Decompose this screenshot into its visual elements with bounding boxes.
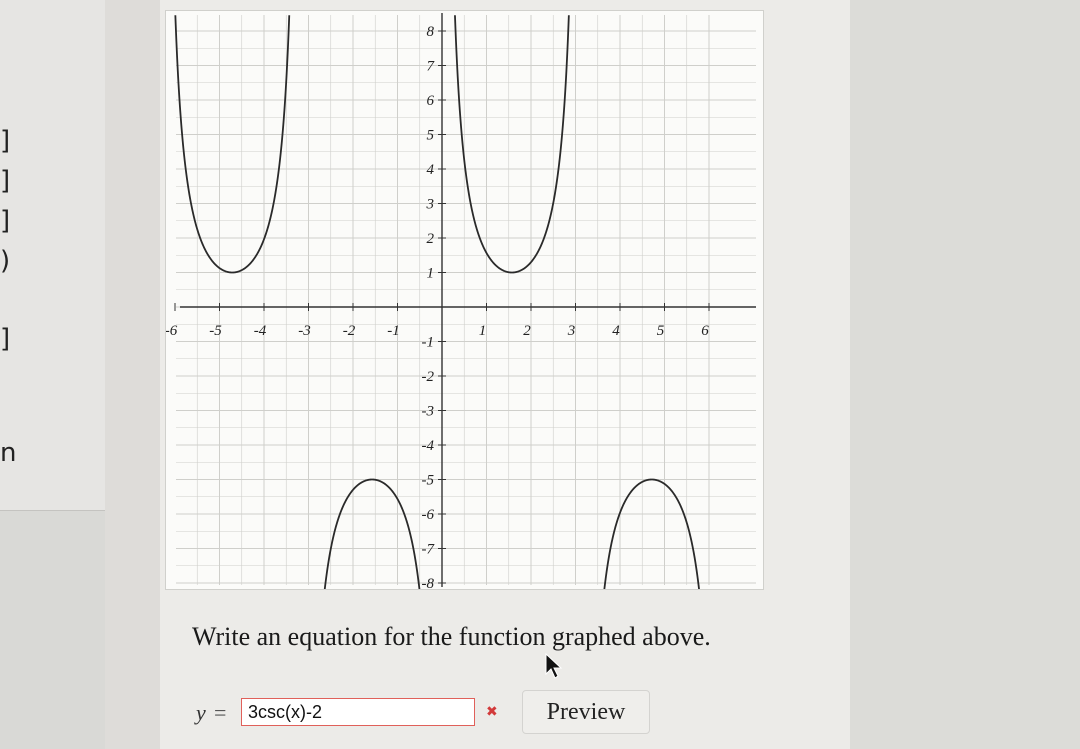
x-tick-label: -1 — [387, 323, 400, 339]
x-axis-ticks: -6 -5 -4 -3 -2 -1 1 2 3 4 5 6 — [166, 303, 710, 339]
sidebar-fragment: ] — [0, 166, 11, 196]
x-tick-label: 2 — [523, 323, 531, 339]
x-tick-label: 3 — [567, 323, 576, 339]
function-graph: -6 -5 -4 -3 -2 -1 1 2 3 4 5 6 8 -1 7 -2 6 -3 5 -4 4 -5 3 -6 2 -7… — [165, 10, 764, 590]
x-tick-label: 6 — [701, 323, 709, 339]
mouse-pointer-icon — [545, 652, 563, 679]
y-tick-label: -2 — [422, 369, 435, 385]
y-tick-label: 2 — [427, 231, 435, 247]
y-tick-label: 8 — [427, 24, 435, 40]
y-tick-label: 1 — [427, 266, 435, 282]
csc-curve-branch — [174, 15, 291, 274]
question-prompt: Write an equation for the function graph… — [192, 622, 711, 651]
y-axis-ticks: 8 -1 7 -2 6 -3 5 -4 4 -5 3 -6 2 -7 1 -8 — [422, 24, 446, 589]
csc-curve-branch — [454, 15, 570, 274]
y-tick-label: -7 — [422, 542, 436, 558]
answer-variable-label: y — [196, 700, 206, 725]
csc-curve-branch — [323, 478, 421, 589]
answer-input[interactable] — [241, 698, 475, 726]
x-tick-label: -6 — [166, 323, 178, 339]
x-tick-label: -4 — [254, 323, 267, 339]
sidebar-fragment: ] — [0, 324, 11, 354]
y-tick-label: 5 — [427, 128, 435, 144]
x-tick-label: 1 — [479, 323, 487, 339]
y-tick-label: 3 — [426, 197, 435, 213]
left-panel: ] ] ] ) ] n — [0, 0, 106, 511]
graph-canvas: -6 -5 -4 -3 -2 -1 1 2 3 4 5 6 8 -1 7 -2 6 -3 5 -4 4 -5 3 -6 2 -7… — [166, 13, 756, 589]
x-tick-label: -2 — [343, 323, 356, 339]
x-tick-label: 5 — [657, 323, 665, 339]
left-strip — [105, 0, 165, 749]
y-tick-label: -3 — [422, 404, 435, 420]
x-tick-label: 4 — [612, 323, 620, 339]
graph-axes — [180, 13, 756, 587]
y-tick-label: 4 — [427, 162, 435, 178]
y-tick-label: -4 — [422, 438, 435, 454]
x-tick-label: -5 — [209, 323, 222, 339]
y-tick-label: -5 — [422, 473, 435, 489]
right-background — [850, 0, 1080, 749]
y-tick-label: 6 — [427, 93, 435, 109]
y-tick-label: -1 — [422, 335, 435, 351]
y-tick-label: 7 — [427, 59, 436, 75]
csc-curve-branch — [603, 478, 700, 589]
sidebar-fragment: ] — [0, 206, 11, 236]
sidebar-fragment: n — [0, 438, 17, 468]
x-tick-label: -3 — [298, 323, 311, 339]
y-tick-label: -6 — [422, 507, 435, 523]
answer-equals-sign: = — [214, 700, 227, 725]
y-tick-label: -8 — [422, 576, 435, 589]
graph-curves — [174, 15, 700, 589]
sidebar-fragment: ) — [0, 246, 11, 276]
preview-button[interactable]: Preview — [522, 690, 650, 734]
graph-grid — [176, 15, 756, 585]
incorrect-icon: ✖ — [486, 704, 498, 720]
sidebar-fragment: ] — [0, 126, 11, 156]
